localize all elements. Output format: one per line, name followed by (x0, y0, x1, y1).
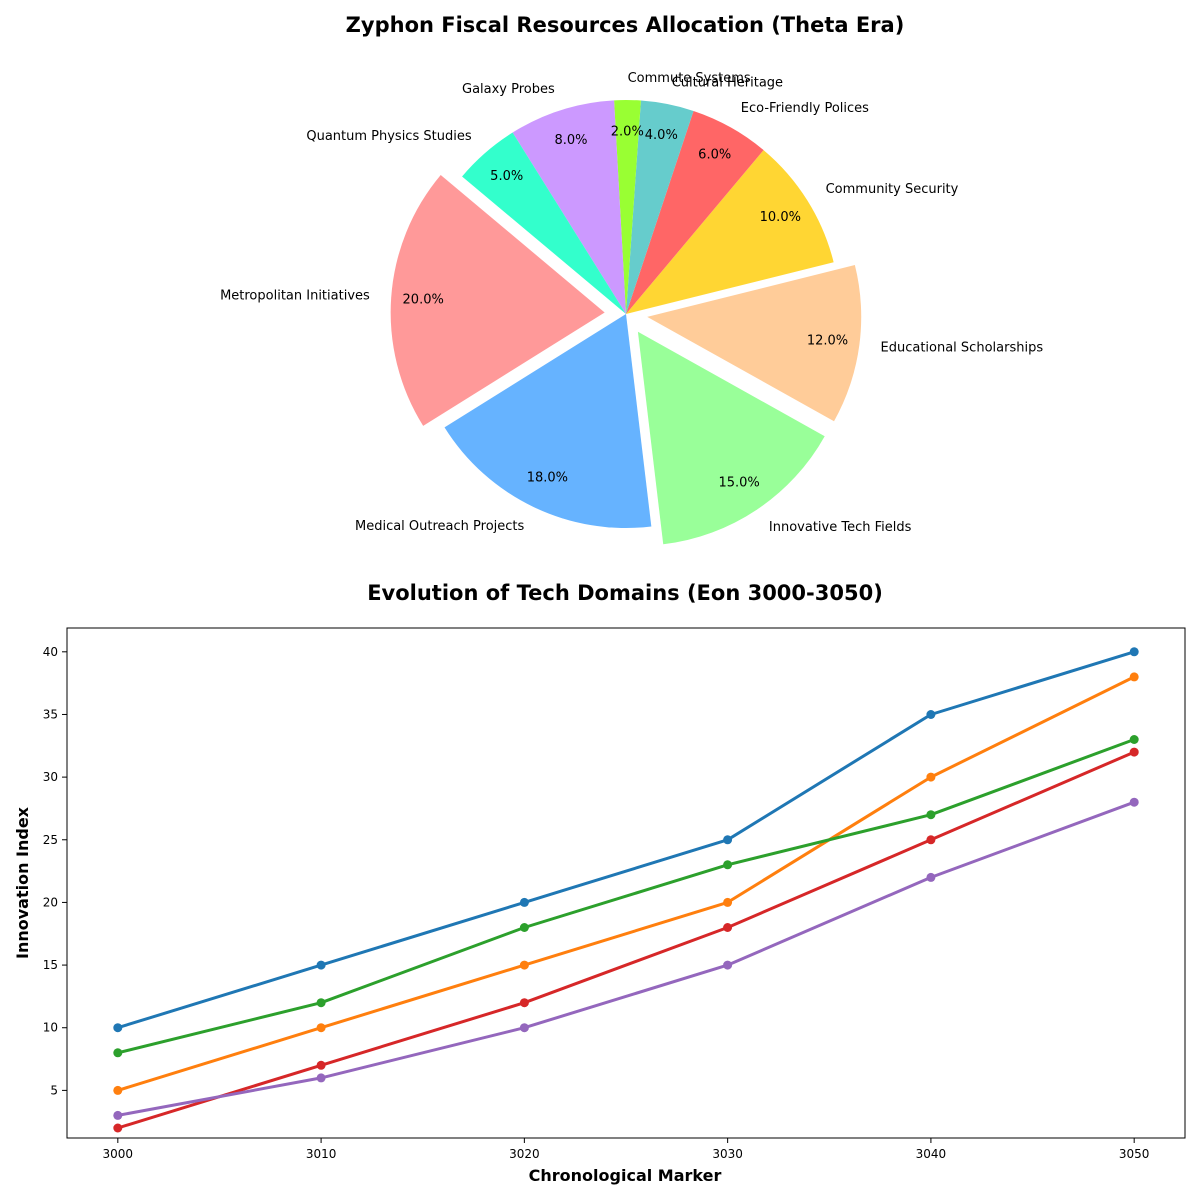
series-lines (113, 647, 1139, 1133)
pie-slice-metropolitan-initiatives (390, 174, 605, 426)
data-point (316, 1073, 326, 1083)
pie-category-label: Quantum Physics Studies (306, 129, 471, 144)
data-point (723, 835, 733, 845)
data-point (926, 772, 936, 782)
pie-percent-label: 8.0% (554, 133, 587, 148)
line-chart-title: Evolution of Tech Domains (Eon 3000-3050… (367, 581, 883, 605)
data-point (519, 897, 529, 907)
pie-slice-eco-friendly-polices (626, 110, 764, 314)
data-point (926, 710, 936, 719)
pie-category-label: Innovative Tech Fields (769, 520, 912, 535)
series-line (116, 750, 1136, 1130)
pie-category-label: Commute Systems (628, 71, 751, 86)
data-point (926, 835, 936, 845)
data-point (926, 872, 936, 882)
x-tick-label: 3040 (916, 1147, 947, 1161)
plot-frame (66, 627, 1186, 1139)
data-point (1129, 647, 1139, 657)
data-point (1129, 797, 1139, 807)
data-point (316, 998, 326, 1008)
series-line (116, 738, 1136, 1055)
pie-percent-label: 15.0% (718, 475, 759, 490)
series-line (116, 675, 1136, 1092)
data-point (113, 1110, 123, 1120)
data-point (1129, 735, 1139, 744)
x-tick-label: 3000 (103, 1147, 134, 1161)
data-point (723, 860, 733, 870)
pie-category-label: Metropolitan Initiatives (220, 289, 370, 304)
data-point (113, 1048, 123, 1058)
y-tick-label: 35 (43, 707, 58, 721)
data-point (723, 960, 733, 970)
pie-slice-galaxy-probes (512, 100, 626, 314)
pie-slice-innovative-tech-fields (637, 331, 825, 545)
data-point (316, 1023, 326, 1033)
series-4 (113, 747, 1139, 1133)
pie-percent-label: 10.0% (760, 210, 801, 225)
data-point (926, 810, 936, 820)
pie-slice-medical-outreach-projects (444, 314, 652, 528)
pie-chart: Zyphon Fiscal Resources Allocation (Thet… (220, 13, 1043, 545)
data-point (723, 897, 733, 907)
series-1 (113, 647, 1139, 1033)
x-tick-label: 3050 (1119, 1147, 1150, 1161)
line-chart: Evolution of Tech Domains (Eon 3000-3050… (13, 581, 1186, 1185)
data-point (519, 960, 529, 970)
y-tick-label: 10 (43, 1021, 58, 1035)
data-point (1129, 672, 1139, 682)
y-tick-label: 20 (43, 895, 58, 909)
pie-percent-label: 18.0% (527, 471, 568, 486)
pie-percent-label: 12.0% (807, 333, 848, 348)
data-point (316, 1060, 326, 1070)
series-line (116, 650, 1136, 1030)
pie-category-label: Eco-Friendly Polices (741, 101, 869, 116)
x-axis-ticks: 3000 3010 3020 3030 3040 3050 (103, 1138, 1150, 1161)
pie-percent-label: 4.0% (645, 128, 678, 143)
pie-percent-label: 6.0% (698, 148, 731, 163)
series-3 (113, 735, 1139, 1058)
pie-percent-label: 20.0% (403, 292, 444, 307)
pie-slice-cultural-heritage (626, 100, 694, 315)
data-point (1129, 747, 1139, 757)
series-line (116, 800, 1136, 1117)
pie-category-label: Galaxy Probes (462, 82, 555, 97)
pie-slice-commute-systems (614, 99, 641, 314)
y-axis-label: Innovation Index (13, 806, 32, 959)
x-tick-label: 3010 (306, 1147, 337, 1161)
pie-slice-educational-scholarships (647, 265, 862, 422)
y-tick-label: 15 (43, 958, 58, 972)
y-axis-ticks: 5 10 15 20 25 30 35 40 (43, 645, 67, 1097)
pie-slice-community-security (626, 150, 834, 314)
y-tick-label: 25 (43, 833, 58, 847)
data-point (723, 923, 733, 932)
pie-percent-label: 5.0% (490, 169, 523, 184)
data-point (316, 960, 326, 970)
x-axis-label: Chronological Marker (529, 1166, 722, 1185)
data-point (519, 923, 529, 932)
pie-category-label: Cultural Heritage (672, 76, 783, 91)
data-point (519, 1023, 529, 1033)
y-tick-label: 30 (43, 770, 58, 784)
pie-chart-title: Zyphon Fiscal Resources Allocation (Thet… (346, 13, 905, 37)
data-point (113, 1023, 123, 1033)
data-point (113, 1085, 123, 1095)
pie-labels: 20.0% Metropolitan Initiatives 18.0% Medica… (220, 71, 1043, 535)
pie-category-label: Medical Outreach Projects (355, 519, 525, 534)
y-tick-label: 5 (50, 1083, 58, 1097)
data-point (113, 1123, 123, 1133)
series-2 (113, 672, 1139, 1095)
pie-slices (390, 99, 862, 545)
pie-category-label: Community Security (826, 182, 959, 197)
pie-category-label: Educational Scholarships (881, 341, 1044, 356)
data-point (519, 998, 529, 1008)
x-tick-label: 3030 (712, 1147, 743, 1161)
x-tick-label: 3020 (509, 1147, 540, 1161)
pie-percent-label: 2.0% (611, 125, 644, 140)
pie-slice-quantum-physics-studies (462, 132, 626, 314)
y-tick-label: 40 (43, 645, 58, 659)
series-5 (113, 797, 1139, 1120)
